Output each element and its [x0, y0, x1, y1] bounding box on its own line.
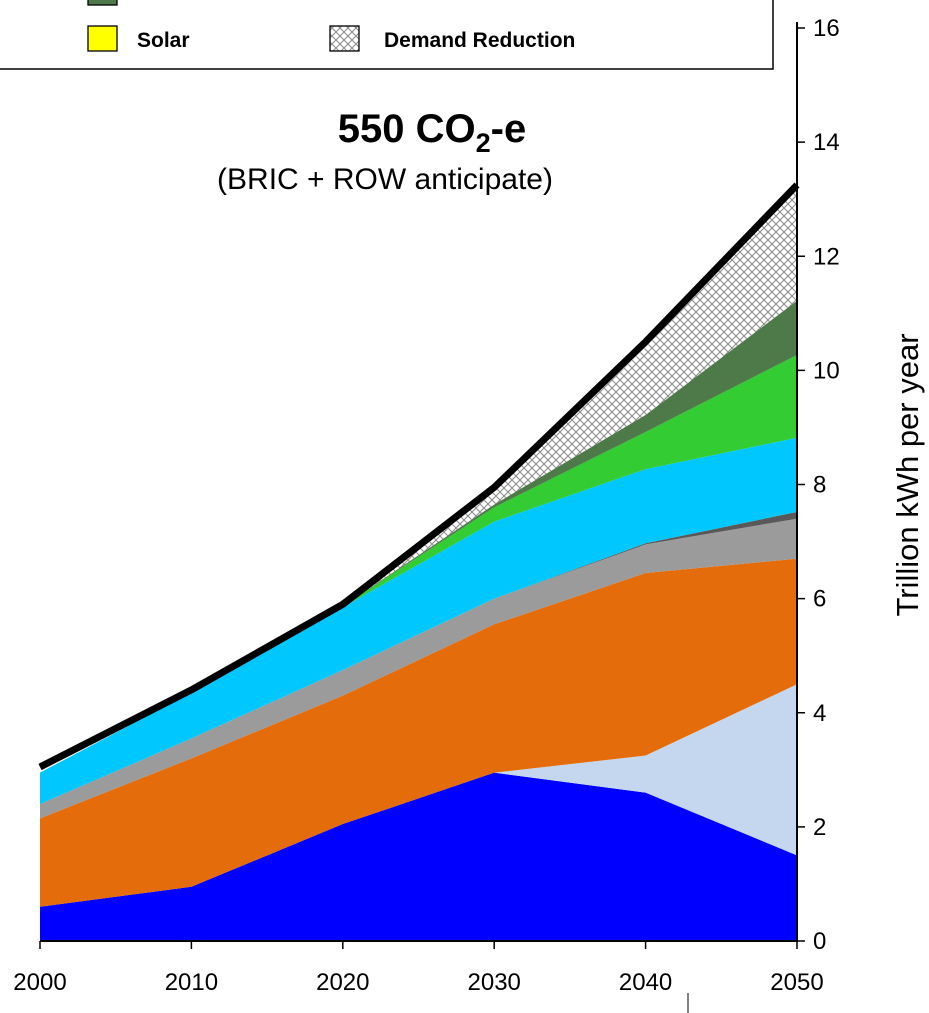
- x-tick-label-2: 2020: [316, 969, 369, 996]
- y-tick-label-6: 12: [813, 243, 840, 270]
- legend-label-demand-reduction: Demand Reduction: [384, 29, 575, 52]
- chart-title-suffix: -e: [491, 107, 527, 151]
- y-tick-group: 0 2 4 6 8 10 12 14 16: [797, 15, 840, 955]
- area-series-5: [40, 437, 797, 805]
- area-series-6: [40, 354, 797, 773]
- y-tick-label-2: 4: [813, 700, 826, 727]
- chart-title-main: 550 CO: [338, 107, 476, 151]
- x-tick-label-3: 2030: [468, 969, 521, 996]
- y-tick-label-1: 2: [813, 814, 826, 841]
- y-tick-label-8: 16: [813, 15, 840, 42]
- legend-swatch-2: [329, 25, 360, 52]
- y-tick-label-0: 0: [813, 928, 826, 955]
- x-tick-label-1: 2010: [165, 969, 218, 996]
- y-tick-label-5: 10: [813, 357, 840, 384]
- chart-title-subscript: 2: [476, 128, 491, 158]
- chart-subtitle: (BRIC + ROW anticipate): [217, 163, 553, 196]
- x-tick-group: 2000 2010 2020 2030 2040 2050: [13, 941, 824, 996]
- x-tick-label-5: 2050: [770, 969, 823, 996]
- area-series-group: [40, 184, 797, 941]
- area-series-2: [40, 558, 797, 907]
- y-tick-label-4: 8: [813, 472, 826, 499]
- y-axis-label: Trillion kWh per year: [890, 333, 925, 616]
- area-series-0: [40, 772, 797, 941]
- chart-title: 550 CO2-e: [338, 107, 526, 158]
- y-tick-label-7: 14: [813, 129, 840, 156]
- total-line: [38, 182, 800, 771]
- legend-swatch-0: [87, 0, 118, 6]
- y-tick-label-3: 6: [813, 586, 826, 613]
- total-line-group: [38, 182, 800, 771]
- area-series-3: [40, 518, 797, 819]
- legend-frame: [0, 0, 774, 70]
- legend-swatch-1: [87, 25, 118, 52]
- legend-label-solar: Solar: [137, 29, 190, 52]
- legend: Solar Demand Reduction: [0, 0, 774, 70]
- x-tick-label-0: 2000: [13, 969, 66, 996]
- x-tick-label-4: 2040: [619, 969, 672, 996]
- axes: [40, 22, 798, 1013]
